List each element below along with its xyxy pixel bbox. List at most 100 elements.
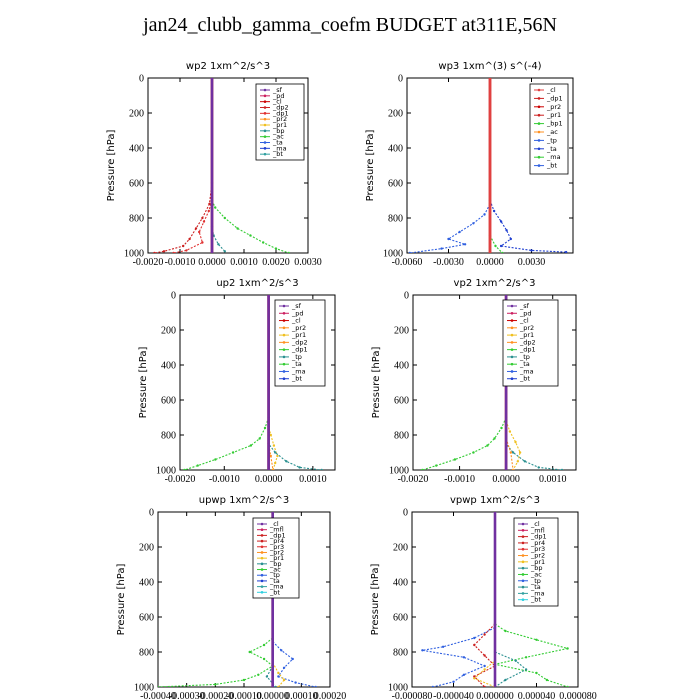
series-point-ta	[524, 668, 528, 671]
legend-label: _tp	[269, 571, 280, 579]
series-point-pr1	[282, 678, 286, 682]
legend-label: _ac	[530, 570, 542, 578]
legend-label: _pr4	[269, 537, 284, 545]
x-tick-label: 0.0000	[198, 257, 226, 268]
series-point-dp2	[162, 250, 166, 253]
series-point-ac	[535, 638, 538, 641]
series-line-pr1	[473, 512, 496, 687]
legend-label: _pr3	[530, 545, 545, 553]
series-point-sf	[210, 251, 214, 253]
legend-marker	[282, 333, 286, 337]
series-point-dp1	[473, 675, 476, 678]
series-point-tp	[537, 466, 540, 469]
series-point-dp1	[453, 458, 457, 461]
legend-label: _ta	[546, 145, 557, 153]
legend-label: _dp1	[269, 531, 286, 539]
legend-marker	[282, 326, 286, 330]
series-line-tp	[272, 512, 316, 687]
y-tick-label: 400	[388, 144, 403, 155]
legend-label: _pr2	[269, 548, 284, 556]
plot-frame	[179, 294, 336, 471]
series-point-tp	[291, 657, 294, 661]
series-point-cl	[271, 685, 274, 687]
legend-box	[255, 83, 305, 161]
y-tick-label: 1000	[156, 466, 176, 477]
series-point-dp1	[214, 458, 217, 461]
series-point-ac	[566, 685, 569, 687]
legend-label: _ac	[269, 566, 281, 574]
y-tick-label: 800	[388, 214, 403, 225]
series-line-tp	[409, 78, 491, 253]
series-point-ta	[514, 659, 517, 662]
chart-title: vp2 1xm^2/s^3	[454, 278, 536, 289]
series-point-tp	[431, 685, 434, 687]
x-tick-label: 0.0000	[255, 474, 283, 485]
legend-marker	[521, 535, 525, 538]
series-point-bp1	[501, 251, 504, 253]
legend-label: _ac	[272, 133, 284, 141]
y-tick-label: 1000	[389, 466, 409, 477]
series-point-bp1	[494, 244, 497, 248]
legend-label: _bt	[272, 150, 283, 158]
series-point-tp	[462, 673, 466, 676]
legend-marker	[510, 311, 514, 315]
x-tick-label: -0.00030	[169, 691, 205, 700]
series-point-ac	[262, 241, 265, 244]
legend-marker	[521, 554, 525, 557]
x-tick-label: 0.0020	[262, 257, 290, 268]
series-point-pr1	[483, 668, 486, 671]
x-tick-label: -0.000080	[392, 691, 433, 700]
legend-label: _ma	[530, 589, 545, 597]
legend-marker	[521, 560, 525, 564]
x-tick-label: 0.0000	[476, 257, 504, 268]
legend-marker	[537, 122, 541, 125]
legend-marker	[521, 579, 525, 583]
series-point-dp2	[188, 237, 191, 241]
series-point-tp	[440, 247, 443, 250]
series-point-tp	[285, 460, 288, 463]
legend-marker	[260, 545, 264, 549]
y-tick-label: 800	[129, 214, 144, 225]
chart-title: upwp 1xm^2/s^3	[199, 495, 289, 506]
series-point-tp	[274, 451, 277, 454]
legend-label: _bt	[530, 596, 541, 604]
legend-marker	[537, 97, 541, 100]
y-axis-label: Pressure [hPa]	[365, 130, 376, 202]
chart-panel-5: upwp 1xm^2/s^3 Pressure [hPa] 0 200 400 600 80…	[116, 495, 346, 700]
series-point-sf	[267, 468, 270, 470]
legend-label: _pr1	[530, 558, 545, 566]
legend-label: _bp	[272, 127, 285, 135]
series-point-dp1	[472, 451, 475, 454]
legend-marker	[260, 551, 264, 554]
series-point-dp1	[231, 451, 235, 454]
legend-marker	[263, 94, 267, 98]
y-tick-label: 200	[388, 109, 403, 120]
series-point-dp1	[185, 249, 188, 252]
legend-label: _pr3	[269, 543, 284, 551]
series-point-ac	[223, 216, 226, 220]
legend-label: _bp	[530, 564, 543, 572]
legend-marker	[263, 147, 267, 150]
series-point-tp	[483, 664, 486, 668]
y-tick-label: 600	[393, 613, 408, 624]
series-point-cl	[488, 78, 492, 80]
legend-marker	[260, 522, 264, 526]
legend-marker	[510, 370, 514, 373]
legend-marker	[282, 319, 286, 322]
series-point-sf	[504, 468, 508, 470]
legend-label: _cl	[291, 317, 301, 325]
legend-marker	[510, 348, 514, 351]
x-tick-label: -0.0020	[398, 474, 429, 485]
legend-marker	[282, 341, 286, 344]
series-point-ac	[158, 685, 160, 687]
x-tick-label: 0.0030	[518, 257, 546, 268]
series-point-dp1	[421, 468, 424, 470]
series-point-dp1	[483, 633, 486, 636]
y-tick-label: 400	[161, 361, 176, 372]
series-point-tp	[463, 243, 467, 246]
legend-marker	[537, 147, 541, 151]
legend-marker	[282, 370, 286, 373]
legend-marker	[263, 106, 267, 109]
legend-marker	[260, 591, 264, 594]
series-point-tp	[277, 675, 280, 678]
